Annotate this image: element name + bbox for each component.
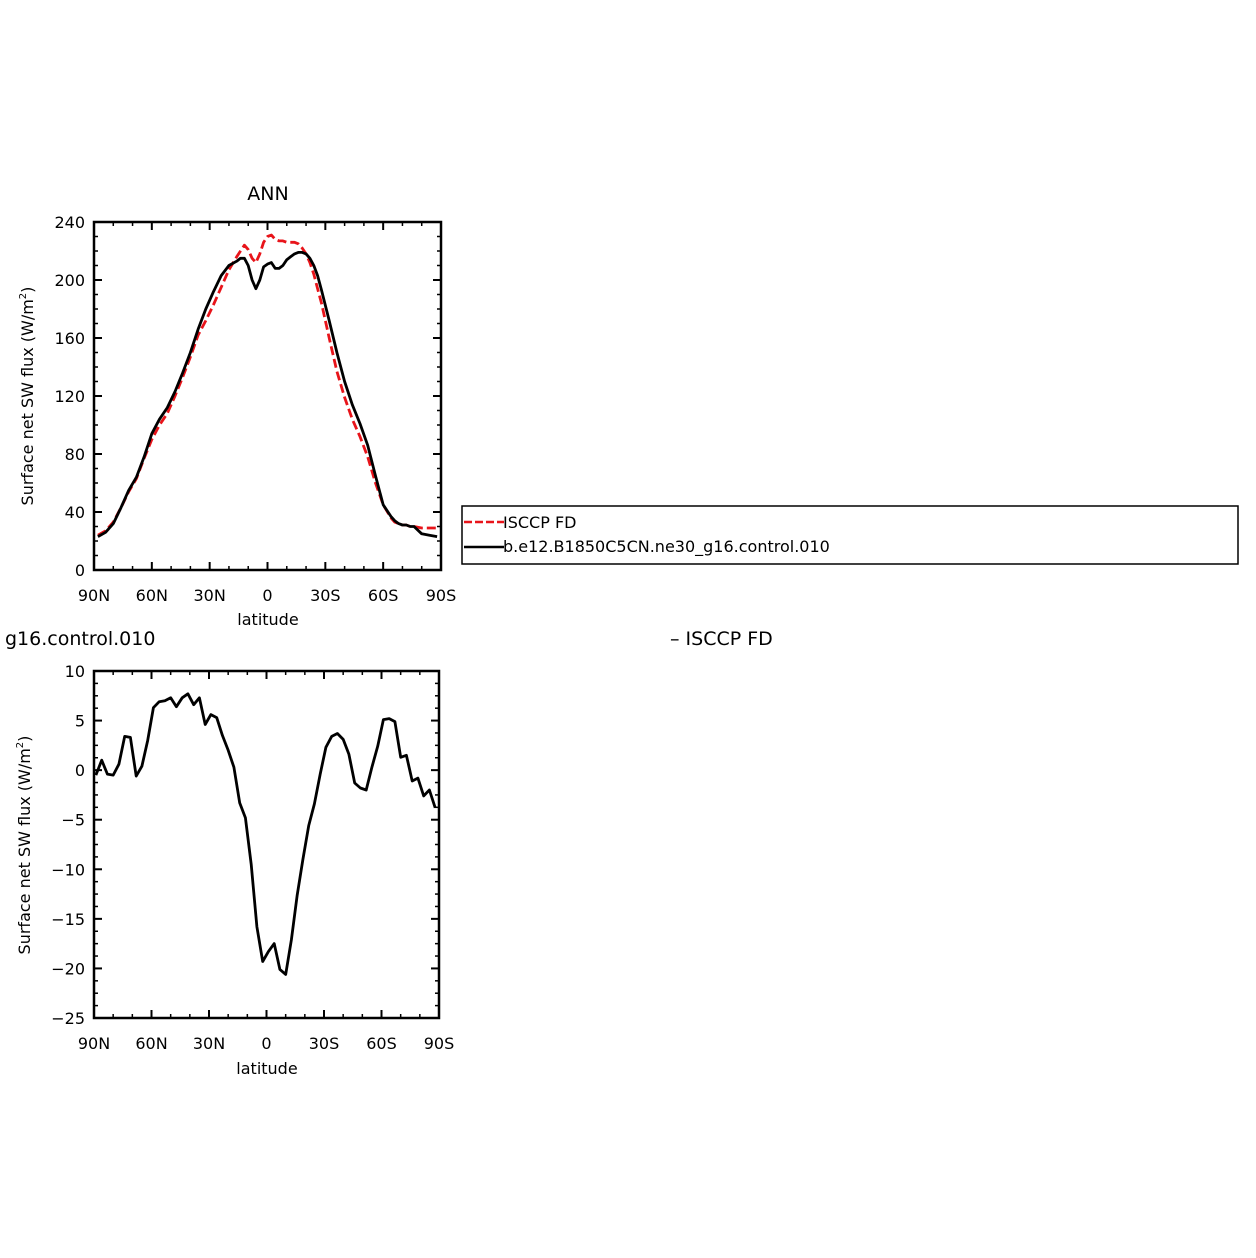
legend-box [461, 505, 1239, 565]
y-tick-label: 0 [75, 561, 85, 580]
x-tick-label: 60N [136, 586, 168, 605]
x-tick-label: 60N [135, 1034, 167, 1053]
x-tick-label: 30N [193, 1034, 225, 1053]
x-tick-label: 30S [309, 1034, 340, 1053]
top-x-axis-label: latitude [237, 610, 298, 629]
top-x-ticks: 90N 60N 30N 0 30S 60S 90S [78, 222, 456, 605]
bottom-panel: g16.control.010 – ISCCP FD −25−20−15−10−… [5, 628, 773, 1078]
y-tick-label: 80 [65, 445, 85, 464]
y-tick-label: −10 [51, 860, 85, 879]
y-tick-label: −20 [51, 959, 85, 978]
series-line-0 [97, 233, 438, 537]
y-tick-label: 0 [75, 761, 85, 780]
series-line-1 [97, 250, 438, 538]
x-tick-label: 90N [78, 586, 110, 605]
y-tick-label: 240 [54, 213, 85, 232]
legend-label-model: b.e12.B1850C5CN.ne30_g16.control.010 [503, 537, 830, 557]
bottom-x-axis-label: latitude [236, 1059, 297, 1078]
series-line-0 [94, 692, 437, 976]
x-tick-label: 90S [426, 586, 457, 605]
y-tick-label: −5 [61, 811, 85, 830]
bottom-plot-area [94, 692, 437, 976]
y-tick-label: −15 [51, 910, 85, 929]
x-tick-label: 0 [261, 1034, 271, 1053]
legend-label-isccp: ISCCP FD [503, 513, 576, 532]
bottom-y-ticks: −25 −20 −15 −10 −5 0 5 10 [51, 662, 439, 1028]
x-tick-label: 90N [78, 1034, 110, 1053]
bottom-title-fragment-right: – ISCCP FD [670, 628, 773, 650]
x-tick-label: 60S [368, 586, 399, 605]
y-tick-label: 40 [65, 503, 85, 522]
top-plot-frame [92, 220, 443, 572]
x-tick-label: 30S [310, 586, 341, 605]
top-y-axis-label: Surface net SW flux (W/m2) [18, 287, 37, 506]
x-tick-label: 0 [262, 586, 272, 605]
x-tick-label: 90S [424, 1034, 455, 1053]
y-tick-label: 120 [54, 387, 85, 406]
bottom-x-ticks: 90N 60N 30N 0 30S 60S 90S [78, 671, 454, 1053]
y-tick-label: 10 [65, 662, 85, 681]
y-tick-label: 160 [54, 329, 85, 348]
y-tick-label: −25 [51, 1009, 85, 1028]
x-tick-label: 60S [366, 1034, 397, 1053]
top-y-ticks: 0 40 80 120 160 200 240 [54, 213, 441, 580]
legend: ISCCP FD b.e12.B1850C5CN.ne30_g16.contro… [461, 505, 1239, 565]
y-tick-label: 5 [75, 712, 85, 731]
bottom-y-axis-label: Surface net SW flux (W/m2) [15, 736, 34, 955]
x-tick-label: 30N [194, 586, 226, 605]
bottom-plot-frame [92, 669, 441, 1020]
top-chart-title: ANN [247, 183, 288, 205]
y-tick-label: 200 [54, 271, 85, 290]
top-plot-area [97, 233, 438, 538]
bottom-title-fragment-left: g16.control.010 [5, 628, 155, 650]
